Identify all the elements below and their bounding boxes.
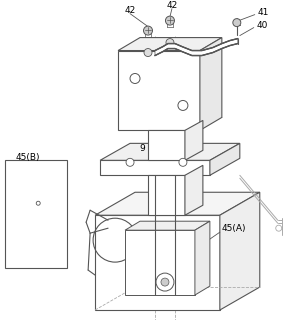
Polygon shape [118, 51, 200, 130]
Text: 41: 41 [258, 8, 269, 17]
Polygon shape [148, 130, 185, 160]
Circle shape [36, 201, 40, 205]
Polygon shape [95, 192, 260, 215]
Circle shape [165, 16, 174, 25]
Polygon shape [220, 192, 260, 310]
Polygon shape [185, 120, 203, 160]
Polygon shape [210, 143, 240, 175]
Bar [5, 160, 67, 268]
Polygon shape [100, 160, 210, 175]
Circle shape [126, 158, 134, 166]
Circle shape [144, 49, 152, 57]
Circle shape [178, 100, 188, 110]
Polygon shape [155, 39, 238, 56]
Circle shape [276, 225, 282, 231]
Text: 42: 42 [124, 6, 136, 15]
Text: 45(A): 45(A) [222, 224, 246, 233]
Circle shape [166, 39, 174, 46]
Circle shape [130, 74, 140, 84]
Circle shape [179, 158, 187, 166]
Text: 45(B): 45(B) [15, 153, 40, 162]
Polygon shape [200, 37, 222, 130]
Text: 42: 42 [166, 1, 178, 10]
Polygon shape [185, 165, 203, 215]
Text: 40: 40 [257, 21, 268, 30]
Circle shape [143, 26, 153, 35]
Text: 9: 9 [139, 144, 145, 153]
Polygon shape [100, 143, 240, 160]
Circle shape [156, 273, 174, 291]
Polygon shape [125, 230, 195, 295]
Circle shape [233, 19, 241, 27]
Polygon shape [148, 175, 185, 215]
Polygon shape [125, 221, 210, 230]
Polygon shape [95, 215, 220, 310]
Polygon shape [118, 37, 222, 51]
Polygon shape [195, 221, 210, 295]
Circle shape [161, 278, 169, 286]
